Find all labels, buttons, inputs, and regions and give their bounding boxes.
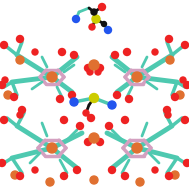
Circle shape xyxy=(32,49,38,55)
Circle shape xyxy=(122,173,129,180)
Circle shape xyxy=(101,22,106,26)
Circle shape xyxy=(68,91,75,98)
Circle shape xyxy=(166,173,173,180)
Circle shape xyxy=(171,171,179,179)
Circle shape xyxy=(11,171,19,179)
Circle shape xyxy=(166,56,174,64)
Circle shape xyxy=(166,36,173,43)
Circle shape xyxy=(97,64,104,71)
Circle shape xyxy=(92,15,100,23)
Circle shape xyxy=(123,49,130,56)
Circle shape xyxy=(73,15,80,22)
Circle shape xyxy=(4,91,12,99)
Circle shape xyxy=(105,26,112,33)
Circle shape xyxy=(184,81,189,88)
Circle shape xyxy=(59,49,66,56)
Circle shape xyxy=(98,4,105,11)
Circle shape xyxy=(47,143,57,153)
Circle shape xyxy=(90,94,98,102)
Circle shape xyxy=(184,160,189,167)
Circle shape xyxy=(122,116,129,123)
Circle shape xyxy=(46,178,54,186)
Circle shape xyxy=(11,94,18,101)
Circle shape xyxy=(165,112,171,118)
Circle shape xyxy=(77,122,84,129)
Circle shape xyxy=(70,51,77,59)
Circle shape xyxy=(1,116,8,123)
Circle shape xyxy=(87,69,93,75)
Circle shape xyxy=(19,106,26,114)
Circle shape xyxy=(57,95,64,102)
Circle shape xyxy=(60,173,67,180)
Circle shape xyxy=(84,64,91,71)
Circle shape xyxy=(74,167,81,174)
Circle shape xyxy=(90,176,98,184)
Circle shape xyxy=(181,42,188,49)
Circle shape xyxy=(0,81,5,88)
Circle shape xyxy=(16,56,24,64)
Circle shape xyxy=(108,101,116,109)
Circle shape xyxy=(88,115,94,122)
Circle shape xyxy=(171,94,178,101)
Circle shape xyxy=(105,122,112,129)
Circle shape xyxy=(32,167,38,173)
Circle shape xyxy=(132,72,142,82)
Circle shape xyxy=(84,139,91,146)
Circle shape xyxy=(180,77,186,83)
Circle shape xyxy=(108,167,115,174)
Circle shape xyxy=(132,143,142,153)
Circle shape xyxy=(152,49,158,55)
Circle shape xyxy=(125,95,132,102)
Circle shape xyxy=(16,173,23,180)
Circle shape xyxy=(112,51,119,59)
Circle shape xyxy=(47,72,57,82)
Circle shape xyxy=(0,160,5,167)
Circle shape xyxy=(176,91,184,99)
Circle shape xyxy=(2,77,8,83)
Circle shape xyxy=(91,9,97,15)
Circle shape xyxy=(89,24,95,30)
Circle shape xyxy=(83,110,89,116)
Circle shape xyxy=(181,116,188,123)
Circle shape xyxy=(114,91,121,98)
Circle shape xyxy=(163,106,170,114)
Circle shape xyxy=(70,98,78,106)
Circle shape xyxy=(97,139,104,146)
Circle shape xyxy=(89,133,99,143)
Circle shape xyxy=(17,112,23,118)
Circle shape xyxy=(1,42,8,49)
Circle shape xyxy=(136,178,144,186)
Circle shape xyxy=(89,60,99,70)
Circle shape xyxy=(16,36,23,43)
Circle shape xyxy=(152,167,158,173)
Circle shape xyxy=(95,69,101,75)
Circle shape xyxy=(60,116,67,123)
